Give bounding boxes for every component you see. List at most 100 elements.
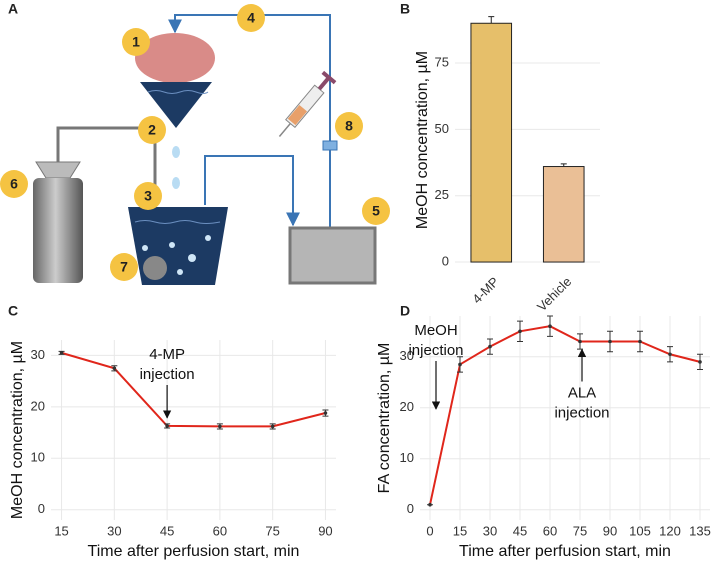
annotation: ALA — [568, 384, 596, 401]
point — [548, 324, 552, 329]
badge — [335, 112, 363, 140]
y-tick-label: 50 — [435, 121, 449, 136]
y-tick-label: 20 — [31, 398, 45, 413]
annotation: injection — [408, 342, 463, 359]
bubble — [142, 245, 148, 251]
y-tick-label: 10 — [400, 450, 414, 465]
y-axis-title: MeOH concentration, µM — [414, 51, 431, 229]
funnel — [140, 82, 212, 128]
panel-label: C — [8, 303, 18, 319]
badge-number: 5 — [372, 203, 380, 219]
x-tick-label: 75 — [265, 523, 279, 538]
panel-label: B — [400, 1, 410, 17]
drop — [172, 146, 180, 158]
x-axis-title: Time after perfusion start, min — [459, 543, 671, 560]
x-tick-label: 135 — [689, 523, 711, 538]
x-tick-label: 75 — [573, 523, 587, 538]
y-tick-label: 30 — [400, 348, 414, 363]
x-tick-label: 45 — [160, 523, 174, 538]
point — [638, 339, 642, 344]
water — [147, 90, 209, 94]
y-axis-title: MeOH concentration, µM — [9, 341, 26, 519]
y-tick-label: 75 — [435, 54, 449, 69]
annotation: 4-MP — [149, 346, 185, 363]
bar — [470, 22, 513, 263]
badge — [0, 170, 28, 198]
bubble — [205, 235, 211, 241]
pump — [288, 226, 377, 285]
x-tick-label: 60 — [213, 523, 227, 538]
badge — [122, 28, 150, 56]
point — [59, 351, 64, 355]
badge-number: 2 — [148, 122, 156, 138]
y-tick-label: 30 — [31, 347, 45, 362]
point — [458, 362, 462, 367]
badge-number: 7 — [120, 259, 128, 275]
x-tick-label: 90 — [603, 523, 617, 538]
point — [270, 424, 275, 429]
badge — [362, 197, 390, 225]
bubble — [188, 254, 196, 262]
error-bar — [560, 163, 567, 167]
badge — [110, 253, 138, 281]
point — [518, 329, 522, 334]
y-tick-label: 20 — [400, 399, 414, 414]
x-tick-label: 30 — [107, 523, 121, 538]
water — [134, 220, 221, 224]
y-tick-label: 0 — [442, 253, 449, 268]
x-tick-label: 90 — [318, 523, 332, 538]
badge — [134, 182, 162, 210]
point — [488, 344, 492, 349]
x-tick-label: 60 — [543, 523, 557, 538]
bubble — [177, 269, 183, 275]
point — [578, 339, 582, 344]
syringe — [278, 70, 337, 137]
x-tick-label: 0 — [426, 523, 433, 538]
panel-label: D — [400, 303, 410, 319]
y-tick-label: 0 — [38, 501, 45, 516]
line — [61, 351, 326, 428]
y-tick-label: 10 — [31, 450, 45, 465]
y-tick-label: 0 — [407, 501, 414, 516]
badge — [237, 4, 265, 32]
y-tick-label: 25 — [435, 187, 449, 202]
cylinder-valve — [35, 161, 81, 179]
x-tick-label: 30 — [483, 523, 497, 538]
bubble — [169, 242, 175, 248]
badge-number: 8 — [345, 118, 353, 134]
badge-number: 6 — [10, 176, 18, 192]
annotation: MeOH — [414, 322, 457, 339]
badge-number: 1 — [132, 34, 140, 50]
point — [698, 360, 702, 364]
point — [112, 366, 117, 371]
pipe — [204, 155, 300, 227]
x-tick-label: 45 — [513, 523, 527, 538]
point — [668, 352, 672, 357]
injection-port — [322, 140, 338, 151]
point — [218, 424, 222, 429]
x-tick-label: 4-MP — [469, 274, 502, 307]
line — [429, 325, 701, 505]
bar — [542, 166, 585, 263]
diagram — [33, 14, 377, 285]
error-bar — [488, 16, 495, 24]
x-tick-label: Vehicle — [534, 274, 574, 314]
point — [323, 411, 328, 415]
diffuser — [143, 256, 167, 280]
badge-number: 4 — [247, 10, 255, 26]
gas-cylinder — [33, 178, 83, 283]
x-tick-label: 120 — [659, 523, 681, 538]
y-axis-title: FA concentration, µM — [376, 343, 393, 494]
drop — [172, 177, 180, 189]
badge — [138, 116, 166, 144]
panel-label: A — [8, 1, 18, 17]
annotation: injection — [554, 404, 609, 421]
annotation: injection — [140, 366, 195, 383]
liver — [135, 33, 215, 83]
x-axis-title: Time after perfusion start, min — [88, 543, 300, 560]
point — [165, 424, 169, 428]
x-tick-label: 15 — [54, 523, 68, 538]
point — [608, 339, 612, 344]
x-tick-label: 105 — [629, 523, 651, 538]
